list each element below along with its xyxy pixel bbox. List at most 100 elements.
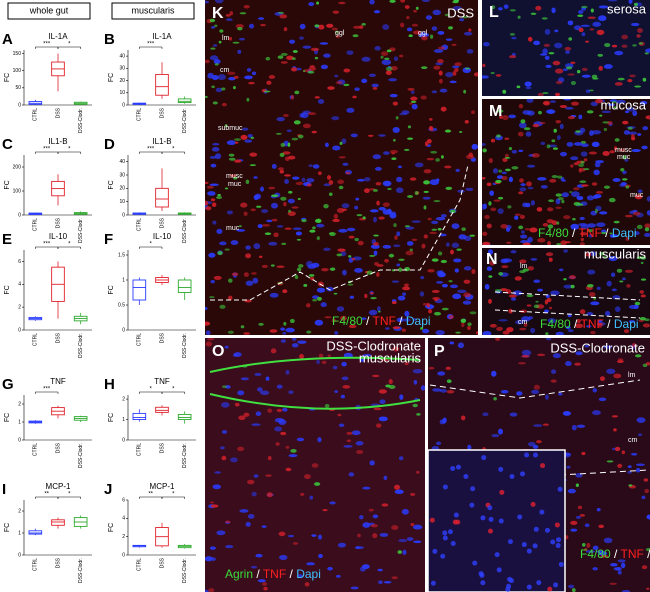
sig-bracket [57,151,81,154]
cell [314,56,319,60]
cell [282,151,291,155]
cell [213,59,221,65]
cell [585,252,592,257]
cell [280,196,287,201]
cell [433,200,441,203]
cell [336,253,343,257]
cell [361,317,367,320]
cell [423,234,428,239]
cell [442,535,448,541]
cell [614,446,621,452]
cell [321,268,329,272]
cell [624,214,633,218]
cell [361,22,366,26]
cell [364,177,371,182]
cell [234,138,242,141]
y-tick-label: 1 [18,419,21,425]
cell [404,362,409,366]
stain-name: Dapi [612,226,637,240]
y-tick-label: 20 [119,186,125,192]
cell [533,384,540,390]
cell [219,304,226,309]
y-tick-label: 1.5 [118,252,125,258]
cell [379,399,386,405]
y-tick-label: 4 [122,516,125,522]
cell [209,155,217,159]
sig-label: *** [147,42,155,48]
cell [593,169,600,176]
cell [641,278,647,281]
cell [214,63,219,66]
cell [620,182,627,186]
cell [449,209,456,214]
stain-name: / [574,317,578,331]
cell [426,302,430,308]
cell [592,410,601,416]
cell [606,368,616,375]
cell [451,65,460,69]
image-title: mucosa [600,97,646,112]
cell [498,466,504,472]
cell [535,5,542,11]
cell [262,582,267,586]
panel-letter: G [2,376,14,393]
stain-name: TNF [263,567,286,581]
cell [518,191,524,195]
cell [625,236,630,242]
cell [431,258,439,262]
sig-bracket [57,246,81,249]
cell [400,0,406,3]
cell [280,327,286,331]
cell [537,238,546,243]
cell [261,525,267,528]
cell [281,242,287,245]
cell [547,224,554,229]
cell [221,455,227,461]
cell [488,275,493,278]
cell [280,61,288,64]
cell [391,152,395,155]
cell [546,109,556,114]
cell [364,293,368,299]
cell [296,437,305,442]
cell [635,354,642,358]
cell [316,360,320,364]
cell [276,116,285,122]
micrograph [482,0,650,96]
region-label: musc [226,173,243,180]
cell [357,533,361,538]
cell [527,266,535,271]
sig-label: * [68,242,71,248]
x-tick-label: DSS-Clodr. [78,218,84,243]
cell [603,185,611,189]
cell [273,232,279,238]
cell [530,12,537,15]
cell [507,205,512,209]
cell [354,87,360,92]
y-tick-label: 4 [18,282,21,288]
cell [225,14,231,17]
cell [609,234,616,238]
cell [249,164,256,166]
cell [256,205,262,208]
cell [499,489,505,495]
cell [555,80,563,85]
cell [208,252,216,258]
stain-name: Agrin [225,567,253,581]
cell [587,223,597,228]
cell [570,191,580,198]
cell [621,34,629,40]
cell [214,471,222,474]
cell [233,176,238,180]
cell [519,187,527,192]
cell [509,32,515,36]
cell [368,73,376,77]
region-label: musc [615,147,632,154]
cell [256,387,263,392]
x-tick-label: DSS [55,217,61,228]
cell [580,232,588,236]
cell [427,217,432,221]
cell [226,140,236,146]
sig-label: *** [43,387,51,393]
cell [463,292,471,298]
